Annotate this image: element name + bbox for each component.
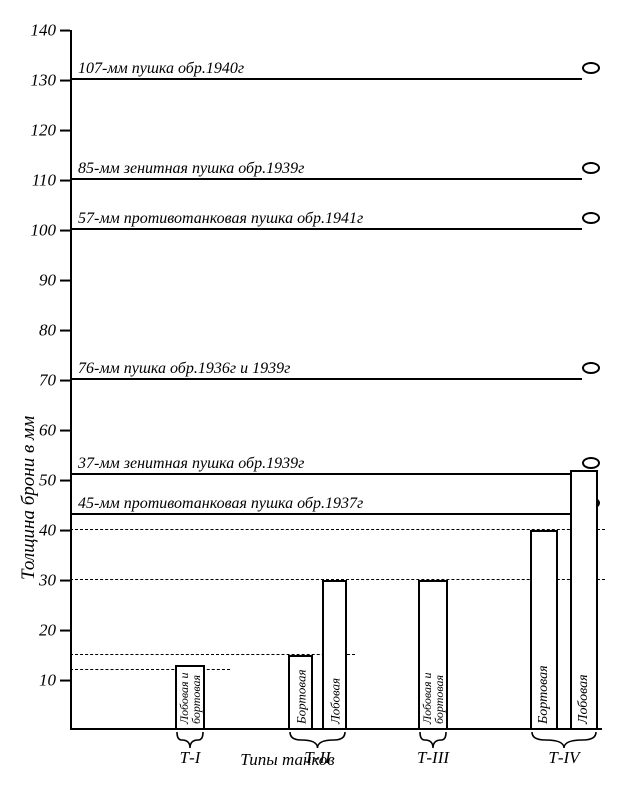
weapon-penetration-line bbox=[70, 473, 582, 475]
group-brace bbox=[418, 732, 448, 748]
y-axis-label: Толщина брони в мм bbox=[18, 416, 40, 580]
weapon-label: 57-мм противотанковая пушка обр.1941г bbox=[78, 210, 363, 228]
weapon-label: 85-мм зенитная пушка обр.1939г bbox=[78, 160, 304, 178]
weapon-label: 76-мм пушка обр.1936г и 1939г bbox=[78, 360, 290, 378]
weapon-penetration-line bbox=[70, 228, 582, 230]
bullet-icon bbox=[582, 62, 600, 74]
bar-label: Лобовая ибортовая bbox=[421, 672, 445, 724]
tank-type-label: Т-I bbox=[165, 748, 215, 768]
y-tick: 130 bbox=[31, 69, 71, 90]
armor-bar: Бортовая bbox=[288, 655, 313, 730]
weapon-penetration-line bbox=[70, 178, 582, 180]
y-tick: 40 bbox=[39, 519, 70, 540]
weapon-penetration-line bbox=[70, 513, 582, 515]
bar-label: Бортовая bbox=[537, 665, 551, 724]
weapon-label: 37-мм зенитная пушка обр.1939г bbox=[78, 455, 304, 473]
guideline bbox=[70, 669, 230, 670]
armor-bar: Лобовая ибортовая bbox=[175, 665, 205, 730]
bullet-icon bbox=[582, 162, 600, 174]
y-tick: 80 bbox=[39, 319, 70, 340]
y-tick: 70 bbox=[39, 369, 70, 390]
bullet-icon bbox=[582, 362, 600, 374]
y-tick: 120 bbox=[31, 119, 71, 140]
armor-bar: Лобовая ибортовая bbox=[418, 580, 448, 730]
group-brace bbox=[175, 732, 205, 748]
y-tick: 90 bbox=[39, 269, 70, 290]
weapon-label: 45-мм противотанковая пушка обр.1937г bbox=[78, 495, 363, 513]
bar-label: Бортовая bbox=[294, 670, 307, 724]
tank-type-label: Т-IV bbox=[520, 748, 608, 768]
tank-type-label: Т-III bbox=[408, 748, 458, 768]
guideline bbox=[70, 529, 605, 530]
x-axis-label: Типы танков bbox=[240, 750, 334, 770]
weapon-penetration-line bbox=[70, 378, 582, 380]
y-tick: 60 bbox=[39, 419, 70, 440]
weapon-label: 107-мм пушка обр.1940г bbox=[78, 60, 244, 78]
bar-label: Лобовая ибортовая bbox=[178, 672, 202, 724]
armor-bar: Бортовая bbox=[530, 530, 558, 730]
armor-bar: Лобовая bbox=[322, 580, 347, 730]
y-tick: 110 bbox=[32, 169, 70, 190]
chart-container: Толщина брони в мм 10 20 30 40 50 60 70 80 90 100… bbox=[0, 0, 622, 800]
y-tick: 10 bbox=[39, 669, 70, 690]
group-brace bbox=[288, 732, 347, 748]
y-tick: 100 bbox=[31, 219, 71, 240]
bullet-icon bbox=[582, 457, 600, 469]
bar-label: Лобовая bbox=[577, 674, 591, 724]
y-tick: 140 bbox=[31, 19, 71, 40]
y-tick: 30 bbox=[39, 569, 70, 590]
weapon-penetration-line bbox=[70, 78, 582, 80]
y-tick: 50 bbox=[39, 469, 70, 490]
armor-bar: Лобовая bbox=[570, 470, 598, 730]
bar-label: Лобовая bbox=[328, 678, 341, 724]
bullet-icon bbox=[582, 212, 600, 224]
y-tick: 20 bbox=[39, 619, 70, 640]
group-brace bbox=[530, 732, 598, 748]
